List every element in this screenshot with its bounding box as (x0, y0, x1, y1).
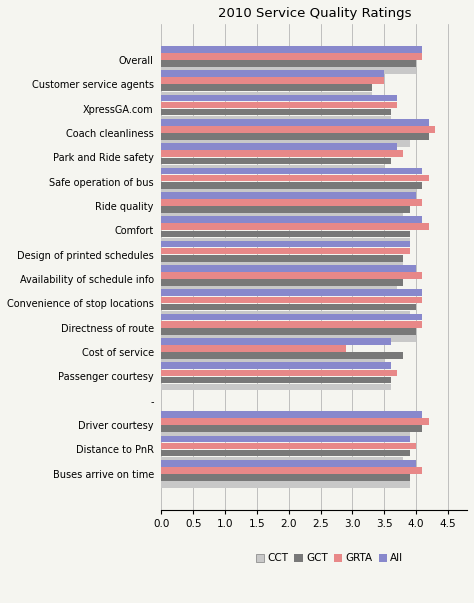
Bar (162, 435, 410, 442)
Bar (162, 335, 416, 342)
Bar (162, 248, 410, 254)
Bar (162, 362, 391, 369)
Bar (162, 304, 416, 311)
Bar (162, 71, 384, 77)
Bar (162, 241, 410, 247)
Bar (162, 255, 403, 262)
Bar (162, 119, 429, 125)
Bar (162, 289, 422, 296)
Bar (162, 189, 416, 195)
Bar (162, 109, 391, 116)
Bar (162, 418, 429, 425)
Bar (162, 314, 422, 320)
Bar (162, 192, 416, 199)
Bar (162, 474, 410, 481)
Bar (162, 126, 435, 133)
Bar (162, 338, 391, 345)
Bar (162, 443, 416, 449)
Bar (162, 216, 422, 223)
Bar (162, 95, 397, 101)
Bar (162, 286, 397, 293)
Bar (162, 46, 422, 52)
Bar (162, 60, 416, 67)
Bar (162, 182, 422, 189)
Bar (162, 84, 372, 91)
Bar (162, 384, 391, 390)
Bar (162, 457, 403, 464)
Bar (162, 77, 384, 84)
Bar (162, 481, 410, 488)
Bar (162, 157, 391, 164)
Bar (162, 92, 372, 98)
Bar (162, 450, 410, 456)
Bar (162, 67, 416, 74)
Bar (162, 175, 429, 182)
Bar (162, 151, 403, 157)
Bar (162, 102, 397, 109)
Bar (162, 144, 397, 150)
Bar (162, 116, 391, 122)
Bar (162, 346, 346, 352)
Bar (162, 206, 410, 213)
Bar (162, 53, 422, 60)
Bar (162, 224, 429, 230)
Bar (162, 165, 384, 171)
Bar (162, 328, 416, 335)
Bar (162, 432, 410, 439)
Bar (162, 370, 397, 376)
Bar (162, 311, 410, 317)
Bar (162, 467, 422, 473)
Bar (162, 359, 384, 366)
Bar (162, 272, 422, 279)
Bar (162, 377, 391, 384)
Bar (162, 297, 422, 303)
Bar (162, 425, 422, 432)
Bar (162, 321, 422, 327)
Bar (162, 199, 422, 206)
Bar (162, 460, 416, 467)
Legend: CCT, GCT, GRTA, All: CCT, GCT, GRTA, All (252, 549, 408, 567)
Bar (162, 411, 422, 418)
Title: 2010 Service Quality Ratings: 2010 Service Quality Ratings (218, 7, 411, 20)
Bar (162, 140, 410, 147)
Bar (162, 352, 403, 359)
Bar (162, 213, 403, 220)
Bar (162, 279, 403, 286)
Bar (162, 265, 416, 272)
Bar (162, 262, 403, 269)
Bar (162, 133, 429, 140)
Bar (162, 230, 410, 237)
Bar (162, 168, 422, 174)
Bar (162, 238, 410, 244)
